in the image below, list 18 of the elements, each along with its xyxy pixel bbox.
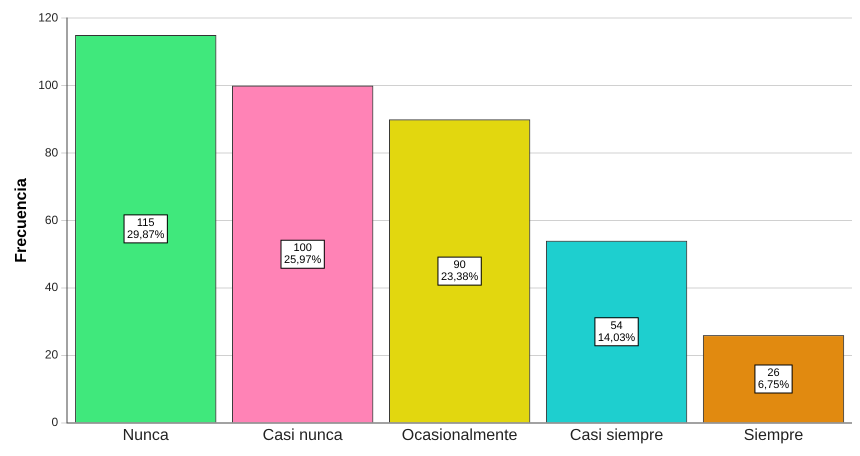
x-tick-label: Ocasionalmente <box>402 426 518 444</box>
y-tick-label: 100 <box>38 78 59 92</box>
x-tick-label: Casi nunca <box>262 426 343 444</box>
data-label: 26 6,75% <box>758 367 790 391</box>
y-tick-label: 80 <box>44 145 59 160</box>
y-axis-title: Frecuencia <box>13 178 30 263</box>
y-tick-label: 0 <box>52 415 59 430</box>
y-tick-label: 60 <box>44 212 59 227</box>
x-tick-label: Casi siempre <box>570 426 664 444</box>
x-tick-label: Siempre <box>744 426 804 444</box>
y-tick-label: 120 <box>38 10 59 25</box>
data-label: 100 25,97% <box>284 242 322 266</box>
x-tick-label: Nunca <box>122 426 169 444</box>
y-tick-label: 20 <box>44 348 59 362</box>
data-label: 54 14,03% <box>598 320 636 344</box>
y-tick-label: 40 <box>44 280 59 294</box>
data-label: 115 29,87% <box>127 216 165 241</box>
data-label: 90 23,38% <box>440 259 478 284</box>
